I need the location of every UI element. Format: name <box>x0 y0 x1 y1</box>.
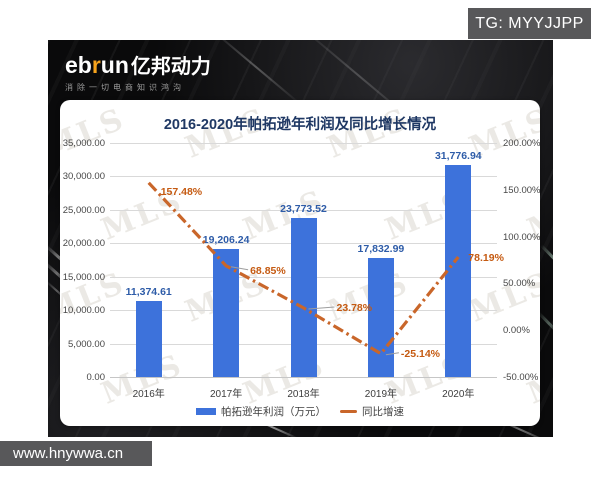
tg-watermark-text: TG: MYYJJPP <box>475 14 584 32</box>
left-axis-tick-label: 10,000.00 <box>62 305 105 317</box>
right-axis-tick-label: 50.00% <box>503 278 536 290</box>
chart-card: 2016-2020年帕拓逊年利润及同比增长情况 帕拓逊年利润（万元） 同比增速 … <box>60 100 540 426</box>
ebrun-logo-wordmark: ebrun 亿邦动力 <box>65 52 211 80</box>
logo-text-accent: r <box>91 52 101 78</box>
chart-legend: 帕拓逊年利润（万元） 同比增速 <box>60 404 540 419</box>
line-value-label: 157.48% <box>160 185 203 198</box>
panel-texture-streak <box>540 244 553 271</box>
right-axis-tick-label: -50.00% <box>503 372 539 383</box>
branded-panel: ebrun 亿邦动力 消除一切电商知识鸿沟 2016-2020年帕拓逊年利润及同比… <box>48 40 553 437</box>
site-watermark-text: www.hnywwa.cn <box>13 445 124 462</box>
legend-item-profit: 帕拓逊年利润（万元） <box>196 404 326 419</box>
left-axis-tick-label: 20,000.00 <box>62 238 105 250</box>
left-axis-tick-label: 35,000.00 <box>62 138 105 149</box>
legend-line-swatch <box>340 410 357 413</box>
logo-text-cn: 亿邦动力 <box>130 56 211 78</box>
x-axis-tick-label: 2019年 <box>364 389 398 400</box>
gridline <box>110 143 497 144</box>
x-axis-tick-label: 2017年 <box>209 389 243 400</box>
bar-value-label: 11,374.61 <box>125 285 172 298</box>
line-value-label: 78.19% <box>468 252 504 264</box>
panel-texture-streak <box>209 40 303 107</box>
tg-watermark-badge: TG: MYYJJPP <box>468 8 591 39</box>
left-axis-tick-label: 5,000.00 <box>68 338 105 350</box>
gridline <box>110 209 497 211</box>
right-axis-tick-label: 100.00% <box>503 231 540 243</box>
legend-line-label: 同比增速 <box>362 406 404 418</box>
bar-value-label: 31,776.94 <box>434 149 482 162</box>
logo-text-pre: eb <box>65 52 92 78</box>
bar-value-label: 17,832.99 <box>357 242 405 255</box>
left-axis-tick-label: 15,000.00 <box>62 271 105 283</box>
growth-trend-line-layer <box>147 181 460 356</box>
label-leader-line <box>385 352 399 356</box>
right-axis-tick-label: 200.00% <box>503 138 540 149</box>
legend-bar-label: 帕拓逊年利润（万元） <box>221 406 326 418</box>
left-axis-tick-label: 25,000.00 <box>62 204 105 216</box>
line-value-label: -25.14% <box>400 347 440 360</box>
profit-bar <box>367 257 394 377</box>
gridline <box>110 377 497 378</box>
left-axis-tick-label: 0.00 <box>86 372 106 383</box>
bar-value-label: 23,773.52 <box>280 203 327 216</box>
line-value-label: 68.85% <box>250 264 286 277</box>
profit-bar <box>290 218 317 377</box>
right-axis-tick-label: 150.00% <box>503 184 540 196</box>
right-axis-tick-label: 0.00% <box>503 325 530 337</box>
bar-value-label: 19,206.24 <box>202 233 250 246</box>
profit-bar <box>135 300 162 377</box>
logo-text-post: un <box>100 52 129 78</box>
label-leader-line <box>231 266 249 271</box>
x-axis-tick-label: 2018年 <box>287 389 320 400</box>
label-leader-line <box>308 306 335 310</box>
x-axis-tick-label: 2020年 <box>442 389 475 400</box>
legend-bar-swatch <box>196 408 216 415</box>
line-value-label: 23.78% <box>336 301 373 314</box>
left-axis-tick-label: 30,000.00 <box>62 171 105 183</box>
ebrun-logo: ebrun 亿邦动力 消除一切电商知识鸿沟 <box>65 52 211 93</box>
growth-trend-line <box>147 181 460 356</box>
legend-item-growth: 同比增速 <box>340 404 404 419</box>
logo-tagline: 消除一切电商知识鸿沟 <box>65 83 185 92</box>
profit-bar <box>445 164 472 377</box>
gridline <box>110 176 497 178</box>
chart-title: 2016-2020年帕拓逊年利润及同比增长情况 <box>163 117 437 133</box>
site-watermark-badge: www.hnywwa.cn <box>0 441 152 466</box>
x-axis-tick-label: 2016年 <box>132 389 165 400</box>
